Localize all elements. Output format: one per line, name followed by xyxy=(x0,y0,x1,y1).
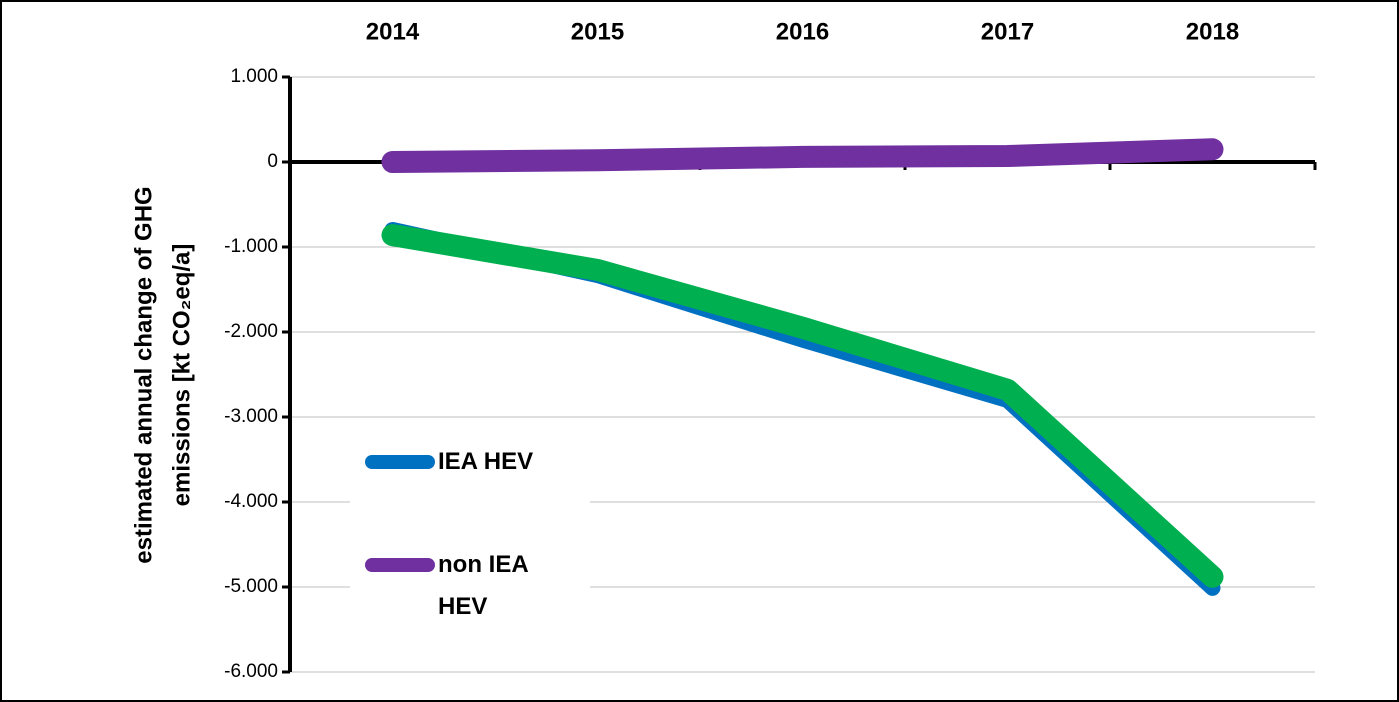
y-tick-label: -6.000 xyxy=(224,661,278,682)
legend-label: non IEA HEV xyxy=(438,551,528,620)
x-tick-label: 2014 xyxy=(366,18,420,45)
lines xyxy=(350,138,1224,630)
y-axis-label: estimated annual change of GHG xyxy=(130,186,157,563)
y-tick-label: -2.000 xyxy=(224,321,278,342)
x-tick-label: 2018 xyxy=(1186,18,1239,45)
x-tick-label: 2015 xyxy=(571,18,624,45)
legend-label: IEA HEV xyxy=(438,448,534,475)
y-tick-label: 0 xyxy=(267,151,278,172)
series-line xyxy=(381,224,1224,588)
y-tick-label: -3.000 xyxy=(224,406,278,427)
series-line xyxy=(381,138,1224,173)
y-tick-label: -4.000 xyxy=(224,491,278,512)
x-tick-label: 2017 xyxy=(981,18,1034,45)
y-axis-label: emissions [kt CO₂eq/a] xyxy=(168,244,195,507)
y-tick-label: -1.000 xyxy=(224,236,278,257)
y-tick-label: -5.000 xyxy=(224,576,278,597)
x-tick-label: 2016 xyxy=(776,18,829,45)
y-tick-label: 1.000 xyxy=(230,66,278,87)
